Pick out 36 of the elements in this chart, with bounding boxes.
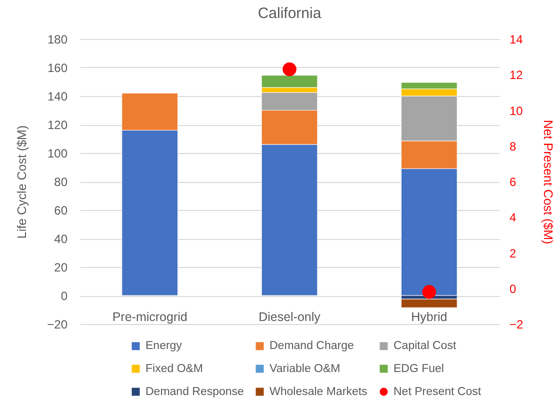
- y-tick-label: 60: [54, 204, 68, 218]
- legend-label: Net Present Cost: [394, 386, 482, 398]
- legend-label: Variable O&M: [270, 362, 340, 375]
- chart-title: California: [258, 5, 322, 22]
- legend-label: Demand Charge: [270, 340, 354, 352]
- y2-tick-label: 8: [510, 139, 516, 154]
- y2-tick-label: 10: [510, 104, 524, 118]
- x-tick-label: Hybrid: [411, 310, 448, 324]
- y2-tick-label: 0: [510, 282, 516, 296]
- y2-axis-title: Net Present Cost ($M): [541, 120, 556, 244]
- legend-label: Fixed O&M: [146, 362, 204, 375]
- y2-tick-label: 4: [510, 210, 516, 225]
- legend-label: Wholesale Markets: [270, 386, 368, 398]
- y-tick-label: 160: [47, 61, 68, 75]
- legend-label: Capital Cost: [394, 340, 457, 352]
- y-tick-label: 120: [47, 118, 68, 132]
- y2-tick-label: 2: [510, 246, 516, 260]
- y-tick-label: −20: [47, 318, 68, 332]
- y-tick-label: 20: [54, 260, 68, 274]
- y2-tick-label: 6: [510, 175, 516, 189]
- y-tick-label: 0: [60, 289, 68, 303]
- y-tick-label: 100: [47, 146, 68, 160]
- legend-label: Demand Response: [146, 386, 244, 398]
- y-axis-title: Life Cycle Cost ($M): [15, 125, 30, 239]
- y-tick-label: 80: [54, 175, 68, 189]
- y-tick-label: 40: [54, 232, 68, 246]
- y-tick-label: 180: [47, 32, 68, 46]
- x-tick-label: Diesel-only: [258, 310, 322, 324]
- legend-label: EDG Fuel: [394, 362, 444, 375]
- x-tick-label: Pre-microgrid: [112, 310, 188, 324]
- y2-tick-label: −2: [510, 318, 524, 332]
- legend-label: Energy: [146, 340, 182, 352]
- y2-tick-label: 14: [510, 32, 524, 46]
- y2-tick-label: 12: [510, 68, 524, 82]
- bar: [400, 298, 458, 308]
- y-tick-label: 140: [47, 90, 68, 104]
